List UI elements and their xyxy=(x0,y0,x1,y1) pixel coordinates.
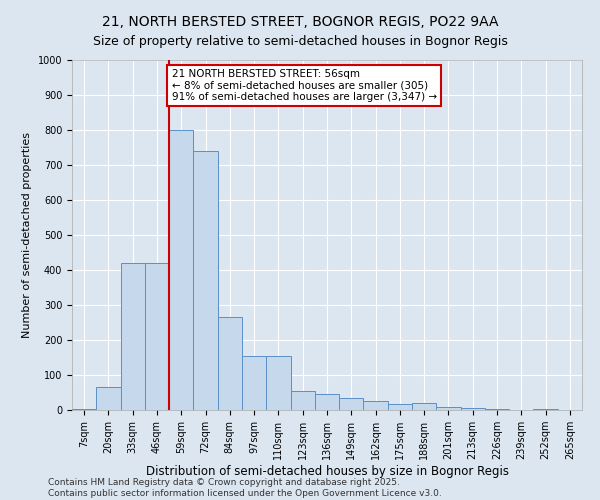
Bar xyxy=(169,130,193,410)
Bar xyxy=(461,408,485,410)
Bar xyxy=(242,356,266,410)
Text: Contains HM Land Registry data © Crown copyright and database right 2025.
Contai: Contains HM Land Registry data © Crown c… xyxy=(48,478,442,498)
Bar xyxy=(339,398,364,410)
Bar xyxy=(121,263,145,410)
Bar xyxy=(412,403,436,410)
Bar xyxy=(290,391,315,410)
Bar xyxy=(436,407,461,410)
Text: Size of property relative to semi-detached houses in Bognor Regis: Size of property relative to semi-detach… xyxy=(92,35,508,48)
Text: 21 NORTH BERSTED STREET: 56sqm
← 8% of semi-detached houses are smaller (305)
91: 21 NORTH BERSTED STREET: 56sqm ← 8% of s… xyxy=(172,68,437,102)
X-axis label: Distribution of semi-detached houses by size in Bognor Regis: Distribution of semi-detached houses by … xyxy=(146,465,509,478)
Y-axis label: Number of semi-detached properties: Number of semi-detached properties xyxy=(22,132,32,338)
Bar xyxy=(266,356,290,410)
Text: 21, NORTH BERSTED STREET, BOGNOR REGIS, PO22 9AA: 21, NORTH BERSTED STREET, BOGNOR REGIS, … xyxy=(102,15,498,29)
Bar xyxy=(96,387,121,410)
Bar xyxy=(218,318,242,410)
Bar xyxy=(315,394,339,410)
Bar xyxy=(388,404,412,410)
Bar xyxy=(364,401,388,410)
Bar xyxy=(145,263,169,410)
Bar xyxy=(193,151,218,410)
